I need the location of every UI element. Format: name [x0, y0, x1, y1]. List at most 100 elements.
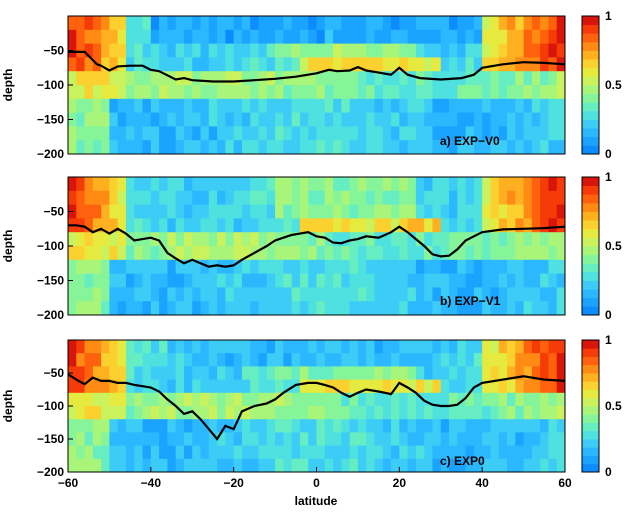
heat-cell: [415, 366, 425, 381]
heat-cell: [241, 419, 251, 433]
heat-cell: [449, 419, 458, 433]
heat-cell: [167, 98, 177, 114]
heat-cell: [366, 140, 376, 154]
heat-cell: [233, 259, 243, 275]
heat-cell: [167, 419, 177, 433]
heat-cell: [415, 112, 425, 127]
heat-cell: [515, 392, 525, 407]
heat-cell: [200, 445, 210, 460]
heat-cell: [250, 287, 260, 302]
heat-cell: [523, 445, 533, 460]
heat-cell: [84, 57, 94, 72]
heat-cell: [523, 246, 533, 261]
heat-cell: [283, 218, 293, 233]
heat-cell: [167, 57, 177, 72]
heat-cell: [556, 301, 565, 315]
heat-cell: [333, 340, 342, 354]
colorbar-swatch: [582, 93, 599, 103]
heat-cell: [333, 419, 342, 433]
heat-cell: [134, 85, 144, 100]
heat-cell: [341, 71, 351, 86]
heat-cell: [217, 379, 226, 394]
heat-cell: [531, 340, 541, 354]
heat-cell: [308, 259, 318, 275]
heat-cell: [233, 232, 243, 247]
heat-cell: [76, 140, 86, 154]
heat-cell: [217, 246, 226, 261]
heat-cell: [250, 432, 260, 447]
heat-cell: [515, 177, 525, 192]
heat-cell: [217, 419, 226, 433]
heat-cell: [415, 57, 425, 72]
heat-cell: [76, 98, 86, 114]
heat-cell: [391, 353, 400, 367]
heat-cell: [266, 98, 276, 114]
heat-cell: [258, 29, 268, 45]
heat-cell: [134, 273, 144, 288]
heat-cell: [482, 287, 492, 302]
heat-cell: [374, 232, 384, 247]
heat-cell: [291, 126, 301, 141]
heat-cell: [68, 419, 77, 433]
heatmap-c: [68, 340, 565, 472]
heat-cell: [507, 218, 516, 233]
heat-cell: [341, 232, 351, 247]
heat-cell: [382, 340, 392, 354]
heat-cell: [275, 392, 284, 407]
heat-cell: [374, 98, 384, 114]
heat-cell: [382, 232, 392, 247]
heat-cell: [548, 392, 558, 407]
heat-cell: [531, 29, 541, 45]
heat-cell: [92, 432, 102, 447]
heat-cell: [432, 204, 442, 219]
heat-cell: [316, 379, 326, 394]
heat-cell: [333, 366, 342, 381]
heat-cell: [391, 16, 400, 31]
heat-cell: [175, 445, 185, 460]
heat-cell: [250, 204, 260, 219]
heat-cell: [341, 126, 351, 141]
heat-cell: [283, 392, 293, 407]
heat-cell: [159, 190, 168, 206]
heat-cell: [125, 177, 135, 192]
heat-cell: [523, 85, 533, 100]
heat-cell: [424, 419, 434, 433]
heat-cell: [490, 259, 500, 275]
heat-cell: [266, 190, 276, 206]
heat-cell: [449, 432, 458, 447]
heat-cell: [465, 379, 475, 394]
heat-cell: [548, 190, 558, 206]
colorbar-swatch: [582, 228, 599, 238]
heat-cell: [498, 246, 508, 261]
heat-cell: [382, 126, 392, 141]
heat-cell: [482, 259, 492, 275]
heat-cell: [523, 29, 533, 45]
heat-cell: [523, 340, 533, 354]
heat-cell: [374, 112, 384, 127]
heat-cell: [349, 190, 359, 206]
heat-cell: [117, 432, 127, 447]
heat-cell: [316, 29, 326, 45]
heat-cell: [101, 246, 111, 261]
heat-cell: [333, 43, 342, 58]
heat-cell: [449, 232, 458, 247]
heat-cell: [233, 458, 243, 472]
colorbar-frame: [581, 176, 600, 316]
heat-cell: [357, 85, 367, 100]
heat-cell: [540, 406, 550, 420]
heat-cell: [333, 406, 342, 420]
heat-cell: [84, 85, 94, 100]
heat-cell: [192, 43, 202, 58]
heat-cell: [548, 287, 558, 302]
colorbar-swatch: [582, 220, 599, 230]
heat-cell: [125, 379, 135, 394]
heat-cell: [490, 366, 500, 381]
heat-cell: [366, 43, 376, 58]
heat-cell: [415, 432, 425, 447]
heat-cell: [167, 85, 177, 100]
heat-cell: [382, 246, 392, 261]
heat-cell: [150, 392, 160, 407]
heat-cell: [76, 112, 86, 127]
heat-cell: [76, 273, 86, 288]
heat-cell: [324, 218, 334, 233]
